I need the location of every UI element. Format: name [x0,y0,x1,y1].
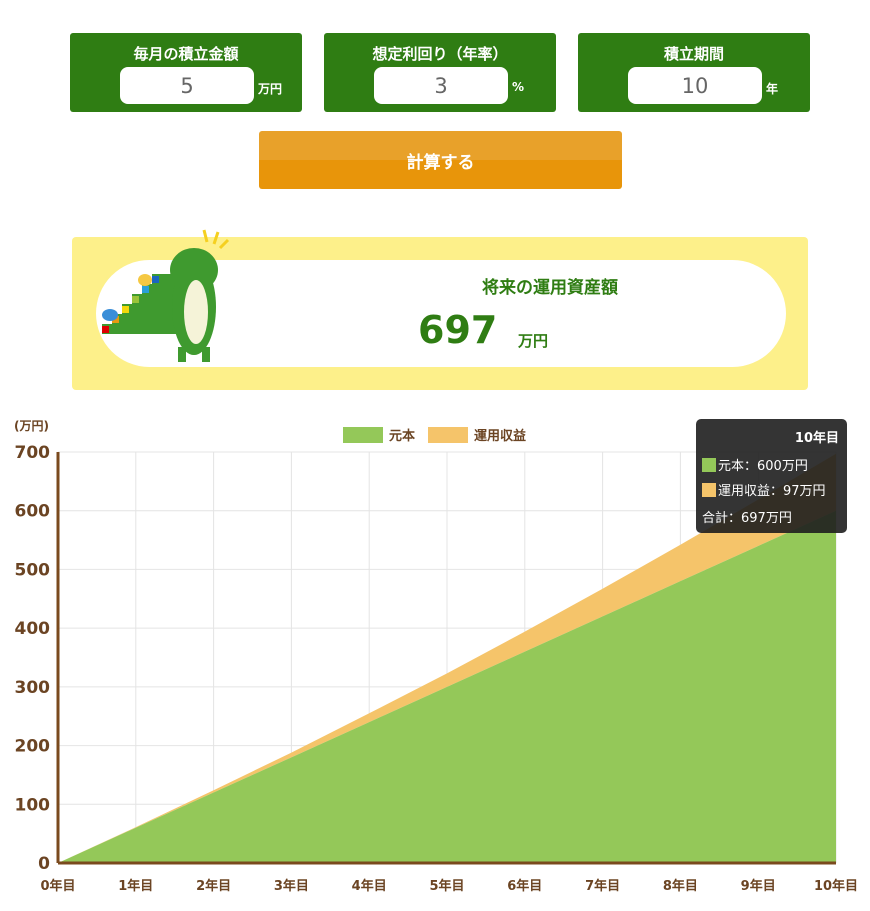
monthly-amount-box: 毎月の積立金額 万円 [70,33,302,112]
y-tick-label: 0 [38,854,50,874]
y-tick-label: 300 [15,678,51,698]
rate-unit: % [512,80,525,94]
y-tick-label: 200 [15,737,51,757]
tooltip-profit: 運用収益：97万円 [718,484,826,499]
x-tick-label: 2年目 [196,878,231,894]
crocodile-illustration [102,229,230,362]
rate-label: 想定利回り（年率） [372,45,508,63]
tooltip-total-row: 合計：697万円 [702,507,792,526]
y-tick-label: 500 [15,560,51,580]
legend-label: 元本 [389,428,415,444]
asset-chart: 0 100 200 300 400 500 600 700 0年目 1年目 2年目 3年目 4年目 5年目… [14,419,858,894]
y-tick-label: 700 [15,443,51,463]
period-box: 積立期間 年 [578,33,810,112]
tooltip-title: 10年目 [794,431,839,446]
tooltip-total: 合計：697万円 [702,511,792,526]
tooltip-principal-row: 元本：600万円 [702,455,808,474]
monthly-amount-label: 毎月の積立金額 [133,45,239,63]
result-title: 将来の運用資産額 [482,278,618,298]
calculate-button[interactable]: 計算する [259,131,622,189]
y-tick-label: 600 [15,502,51,522]
rate-input[interactable] [374,67,508,104]
result-unit: 万円 [518,332,549,350]
x-tick-label: 9年目 [741,878,776,894]
result-panel [72,229,808,390]
legend-label: 運用収益 [474,428,526,444]
period-unit: 年 [766,82,779,96]
tooltip-profit-row: 運用収益：97万円 [702,480,826,499]
monthly-amount-input[interactable] [120,67,254,104]
x-tick-label: 3年目 [274,878,309,894]
x-tick-label: 5年目 [429,878,464,894]
result-value: 697 [418,308,498,352]
monthly-amount-unit: 万円 [258,82,283,96]
y-tick-label: 100 [15,795,51,815]
x-tick-label: 10年目 [814,878,858,894]
x-tick-label: 0年目 [40,878,75,894]
x-tick-label: 7年目 [585,878,620,894]
y-tick-label: 400 [15,619,51,639]
x-tick-label: 1年目 [118,878,153,894]
tooltip-principal: 元本：600万円 [718,459,808,474]
profit-swatch [702,482,716,497]
x-tick-label: 4年目 [352,878,387,894]
x-tick-label: 6年目 [507,878,542,894]
y-axis-label: (万円) [14,419,49,433]
legend-swatch [343,427,383,443]
principal-swatch [702,457,716,472]
legend-swatch [428,427,468,443]
period-label: 積立期間 [663,45,724,63]
rate-box: 想定利回り（年率） % [324,33,556,112]
x-tick-label: 8年目 [663,878,698,894]
chart-tooltip: 10年目 元本：600万円 運用収益：97万円 合計：697万円 [696,419,847,533]
period-input[interactable] [628,67,762,104]
